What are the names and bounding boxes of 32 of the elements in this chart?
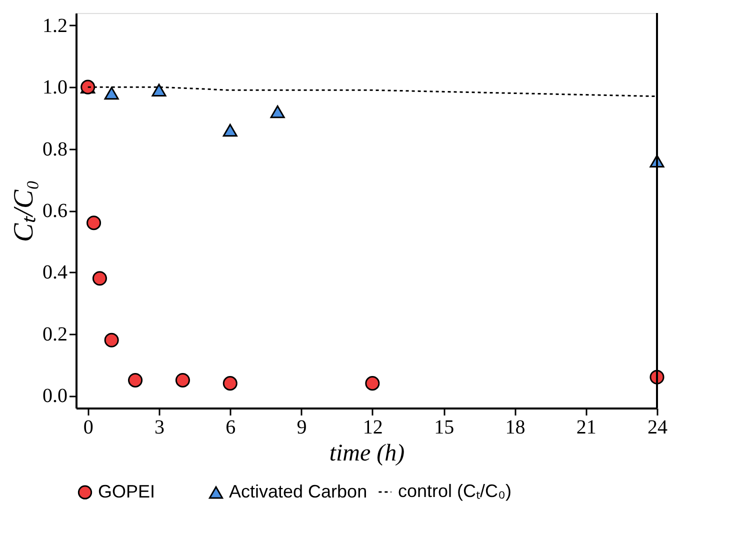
x-tick-label: 9 — [296, 416, 307, 438]
point — [104, 86, 119, 100]
point — [175, 372, 190, 388]
point — [104, 332, 119, 348]
y-tick-label: 1.0 — [42, 76, 68, 99]
x-tick-label: 21 — [576, 416, 596, 438]
point — [92, 271, 107, 286]
point — [222, 376, 238, 391]
x-tick-label: 12 — [362, 416, 383, 438]
point — [270, 105, 285, 118]
x-tick-label: 0 — [83, 416, 94, 438]
y-tick-label: 1.2 — [42, 14, 68, 37]
point — [152, 84, 166, 97]
x-tick-label: 15 — [434, 416, 454, 438]
y-axis-title: Cₜ/C₀ — [8, 180, 40, 242]
y-tick-label: 0.0 — [42, 385, 68, 408]
legend-label: control (Cₜ/C₀) — [398, 481, 512, 501]
point — [222, 124, 238, 137]
x-tick-label: 18 — [505, 416, 526, 438]
y-tick-label: 0.6 — [42, 200, 68, 222]
point — [128, 372, 143, 388]
x-axis-title: time (h) — [329, 440, 405, 466]
x-tick-label: 24 — [648, 416, 668, 438]
y-tick-label: 0.4 — [42, 262, 68, 284]
legend-label: Activated Carbon — [229, 482, 368, 502]
point — [365, 376, 380, 391]
y-tick-label: 0.8 — [42, 138, 68, 160]
x-tick-label: 6 — [226, 416, 236, 438]
y-tick-label: 0.2 — [42, 323, 68, 346]
x-tick-label: 3 — [154, 416, 164, 438]
legend-label: GOPEI — [98, 481, 156, 502]
point — [86, 216, 102, 230]
